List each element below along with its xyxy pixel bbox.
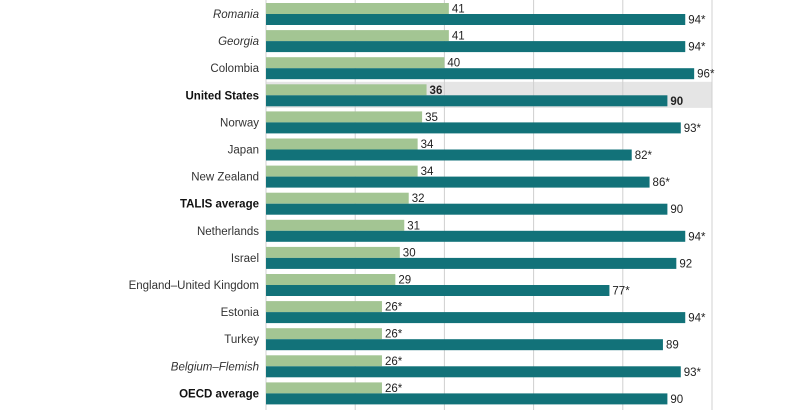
value-label: 93* (684, 123, 702, 135)
category-label: Romania (213, 9, 259, 21)
bar-series-2 (266, 230, 686, 242)
value-label: 36 (430, 85, 443, 97)
bar-series-2 (266, 176, 650, 188)
bar-series-1 (266, 84, 427, 96)
bar-series-2 (266, 14, 686, 25)
value-label: 29 (398, 275, 411, 287)
value-label: 82* (635, 150, 653, 162)
value-label: 34 (421, 166, 434, 178)
value-label: 26* (385, 302, 403, 314)
value-label: 32 (412, 193, 425, 205)
category-label: TALIS average (180, 199, 259, 211)
bar-series-2 (266, 312, 686, 324)
value-label: 90 (670, 96, 683, 108)
bar-series-1 (266, 355, 382, 367)
category-label: United States (186, 90, 260, 102)
value-label: 86* (653, 177, 671, 189)
category-label: England–United Kingdom (129, 280, 259, 292)
category-label: Israel (231, 253, 259, 265)
bar-series-1 (266, 301, 382, 313)
category-label: Estonia (221, 307, 260, 319)
bar-series-1 (266, 111, 423, 123)
bar-series-2 (266, 285, 610, 296)
value-label: 41 (452, 31, 465, 43)
bar-series-1 (266, 274, 396, 285)
bar-series-1 (266, 219, 405, 231)
category-label: Norway (220, 117, 259, 129)
value-label: 94* (688, 231, 706, 243)
value-label: 41 (452, 4, 465, 16)
bar-series-2 (266, 41, 686, 53)
bar-series-2 (266, 339, 663, 351)
value-label: 94* (688, 313, 706, 325)
bar-series-2 (266, 68, 695, 80)
value-label: 26* (385, 356, 403, 368)
value-labels: 41 94* 41 94* 40 96* 36 90 35 93* 34 82* 34 86* 32 90 31… (385, 4, 715, 406)
bar-series-2 (266, 257, 677, 269)
value-label: 34 (421, 139, 434, 151)
value-label: 93* (684, 367, 702, 379)
bar-series-1 (266, 3, 449, 14)
bar-series-2 (266, 366, 681, 378)
value-label: 26* (385, 329, 403, 341)
value-label: 35 (425, 112, 438, 124)
category-labels: Romania Georgia Colombia United States Norwa… (129, 9, 260, 400)
value-label: 90 (670, 204, 683, 216)
value-label: 89 (666, 340, 679, 352)
bar-series-1 (266, 165, 418, 177)
value-label: 30 (403, 247, 416, 259)
category-label: OECD average (179, 388, 259, 400)
value-label: 90 (670, 394, 683, 406)
bar-series-2 (266, 203, 668, 215)
value-label: 92 (679, 258, 692, 270)
value-label: 77* (612, 286, 630, 298)
bar-series-1 (266, 30, 449, 42)
category-label: Turkey (224, 334, 259, 346)
bar-series-2 (266, 122, 681, 134)
bar-series-2 (266, 393, 668, 405)
value-label: 31 (407, 220, 420, 232)
bar-series-2 (266, 149, 632, 161)
value-label: 96* (697, 69, 715, 81)
value-label: 94* (688, 42, 706, 54)
bar-series-1 (266, 138, 418, 150)
category-label: Georgia (218, 36, 259, 48)
category-label: Japan (228, 145, 259, 157)
category-label: New Zealand (191, 172, 259, 184)
bar-series-1 (266, 192, 409, 204)
bar-series-1 (266, 328, 382, 340)
bar-series-1 (266, 246, 400, 258)
value-label: 94* (688, 15, 706, 27)
value-label: 40 (447, 58, 460, 70)
category-label: Belgium–Flemish (171, 361, 259, 373)
category-label: Netherlands (197, 226, 259, 238)
bars (266, 3, 695, 405)
bar-series-1 (266, 57, 445, 69)
bar-series-1 (266, 382, 382, 394)
value-label: 26* (385, 383, 403, 395)
category-label: Colombia (210, 63, 259, 75)
bar-series-2 (266, 95, 668, 107)
